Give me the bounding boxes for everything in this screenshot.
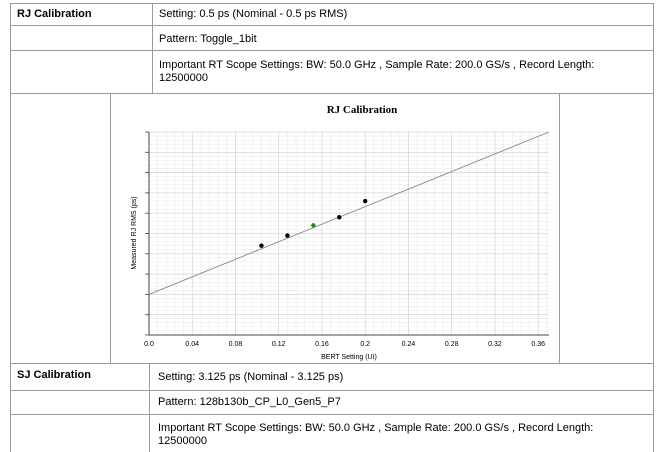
x-tick-label: 0.12 (272, 341, 286, 348)
table-border-row3 (10, 93, 653, 94)
rj-calibration-label: RJ Calibration (17, 8, 92, 20)
data-point (363, 198, 368, 204)
x-tick-label: 0.04 (185, 341, 199, 348)
table-col-divider-sj (149, 363, 150, 452)
table-border-right (653, 3, 654, 452)
table-border-row5 (10, 390, 653, 391)
x-tick-label: 0.32 (488, 341, 502, 348)
y-tick-marks (145, 131, 149, 336)
x-tick-label: 0.08 (229, 341, 243, 348)
image-cell-left (110, 93, 111, 363)
y-axis-label: Measured RJ RMS (ps) (131, 196, 138, 269)
table-border-row6 (10, 414, 653, 415)
image-cell-right (559, 93, 560, 363)
x-tick-label: 0.2 (360, 341, 370, 348)
sj-pattern-text: Pattern: 128b130b_CP_L0_Gen5_P7 (158, 396, 341, 408)
rj-scope-settings-line2: 12500000 (159, 72, 208, 84)
sj-setting-text: Setting: 3.125 ps (Nominal - 3.125 ps) (158, 371, 344, 383)
data-point (337, 215, 342, 220)
rj-pattern-text: Pattern: Toggle_1bit (159, 33, 257, 45)
x-tick-label: 0.16 (315, 341, 329, 348)
sj-scope-settings-line2: 12500000 (158, 435, 207, 447)
chart-title: RJ Calibration (327, 104, 398, 116)
table-border-row4 (10, 363, 653, 364)
x-axis-label: BERT Setting (UI) (321, 354, 377, 361)
x-tick-label: 0.24 (402, 341, 416, 348)
rj-scope-settings-line1: Important RT Scope Settings: BW: 50.0 GH… (159, 59, 595, 71)
fit-line (148, 131, 550, 295)
table-border-left (10, 3, 11, 452)
data-point (311, 223, 316, 228)
table-col-divider-rj (152, 3, 153, 93)
data-point (285, 233, 290, 238)
sj-scope-settings-line1: Important RT Scope Settings: BW: 50.0 GH… (158, 422, 594, 434)
data-point (259, 243, 264, 248)
x-tick-label: 0.36 (531, 341, 545, 348)
sj-calibration-label: SJ Calibration (17, 369, 91, 381)
x-tick-label: 0.0 (144, 341, 154, 348)
data-points (259, 198, 368, 248)
rj-calibration-chart: RJ Calibration 0.0 0.04 0.08 0.12 0.16 0.2 0.2… (131, 104, 550, 361)
x-tick-labels: 0.0 0.04 0.08 0.12 0.16 0.2 0.24 0.28 0.32 0.36 (144, 341, 545, 348)
x-tick-label: 0.28 (445, 341, 459, 348)
table-border-top (10, 3, 653, 4)
rj-setting-text: Setting: 0.5 ps (Nominal - 0.5 ps RMS) (159, 8, 348, 20)
table-border-row2 (10, 50, 653, 51)
table-border-row1 (10, 25, 653, 26)
